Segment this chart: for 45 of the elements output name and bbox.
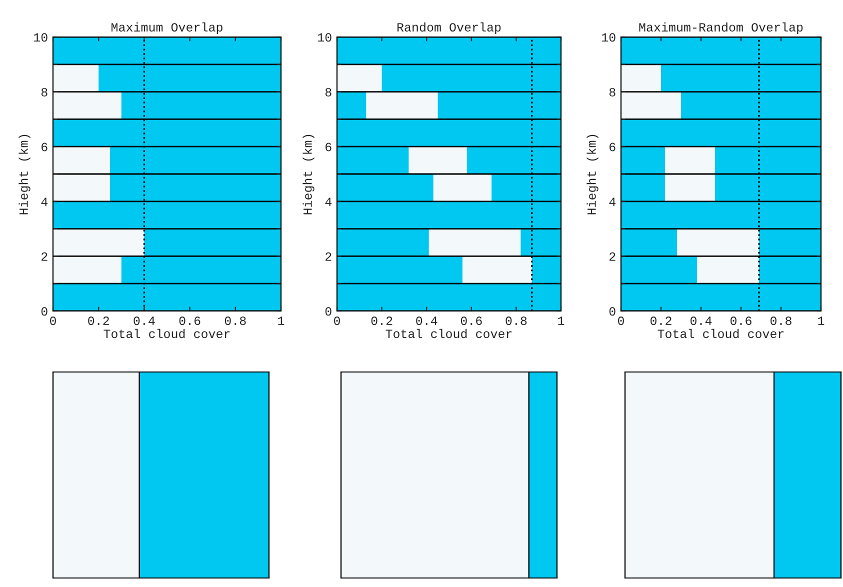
- y-tick-label: 6: [326, 142, 332, 152]
- x-axis-title: Total cloud cover: [658, 328, 784, 338]
- x-tick-label: 1: [558, 316, 564, 325]
- chart-title: Maximum Overlap: [112, 22, 222, 34]
- y-tick-label: 10: [602, 33, 616, 42]
- y-axis-title: Hieght (km): [18, 134, 30, 214]
- y-tick-label: 8: [325, 88, 332, 96]
- chart-title: Random Overlap: [397, 22, 501, 34]
- x-tick-label: 0.4: [690, 316, 712, 326]
- x-tick-label: 1: [818, 316, 824, 325]
- y-tick-label: 6: [42, 142, 48, 152]
- x-tick-label: 1: [278, 316, 284, 325]
- x-tick-label: 0: [50, 316, 56, 326]
- y-tick-label: 8: [609, 88, 616, 96]
- y-tick-label: 8: [41, 88, 48, 96]
- y-tick-label: 2: [42, 252, 48, 261]
- x-tick-label: 0.4: [134, 316, 155, 326]
- y-tick-label: 2: [610, 252, 616, 261]
- x-tick-label: 0.8: [506, 316, 527, 326]
- y-axis-title: Hieght (km): [302, 134, 314, 214]
- y-tick-label: 10: [34, 33, 48, 42]
- x-tick-label: 0.2: [88, 316, 109, 326]
- y-tick-label: 2: [326, 252, 332, 261]
- y-tick-label: 10: [318, 33, 332, 42]
- x-tick-label: 0.6: [460, 316, 482, 326]
- y-tick-label: 4: [325, 198, 332, 206]
- x-tick-label: 0.2: [650, 316, 672, 326]
- y-tick-label: 4: [41, 198, 48, 206]
- y-tick-label: 4: [609, 198, 616, 206]
- y-tick-label: 6: [610, 142, 616, 152]
- y-tick-label: 0: [609, 307, 616, 316]
- x-tick-label: 0.6: [730, 316, 752, 326]
- x-tick-label: 0.4: [416, 316, 438, 326]
- y-tick-label: 0: [325, 307, 332, 316]
- y-axis-title: Hieght (km): [586, 134, 598, 214]
- x-tick-label: 0.2: [371, 316, 392, 326]
- x-axis-title: Total cloud cover: [104, 328, 230, 338]
- y-tick-label: 0: [41, 307, 48, 316]
- x-tick-label: 0.8: [224, 316, 246, 326]
- x-tick-label: 0: [618, 316, 624, 326]
- x-tick-label: 0.8: [770, 316, 792, 326]
- x-axis-title: Total cloud cover: [386, 328, 512, 338]
- chart-title: Maximum-Random Overlap: [639, 22, 803, 34]
- x-tick-label: 0: [334, 316, 340, 326]
- x-tick-label: 0.6: [179, 316, 200, 326]
